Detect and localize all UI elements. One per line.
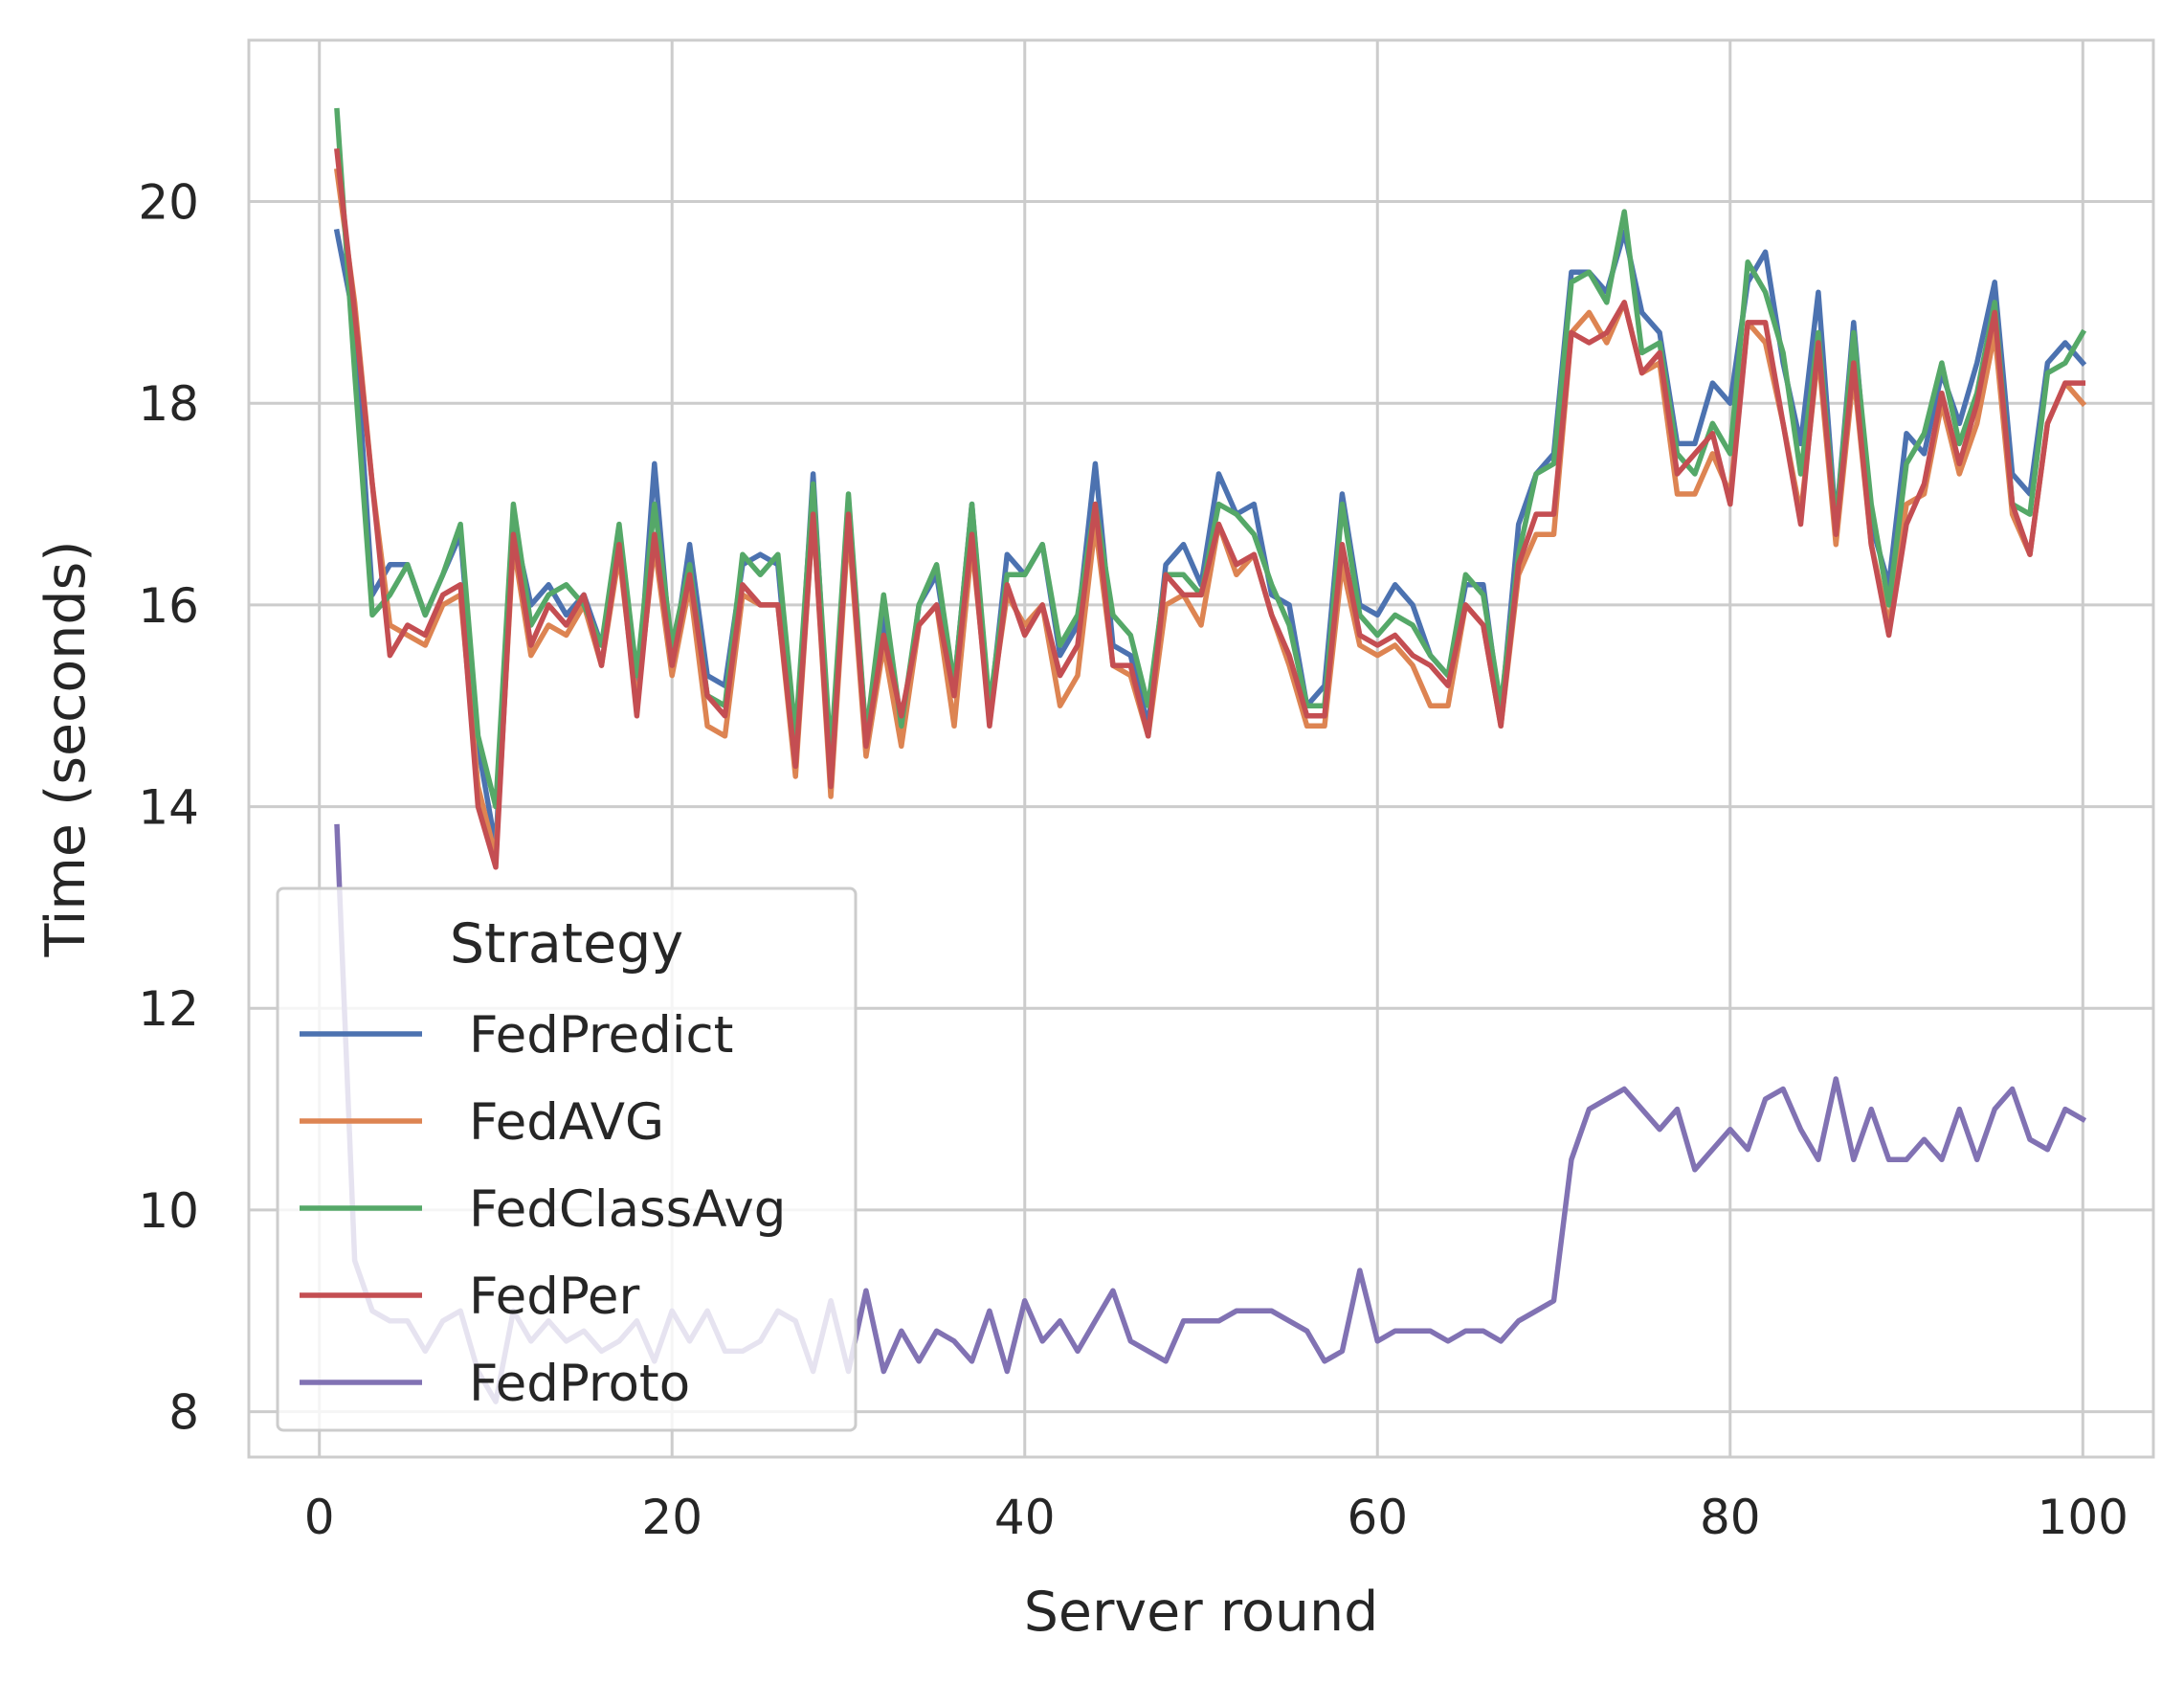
x-tick-label: 0 xyxy=(304,1490,335,1545)
x-tick-label: 60 xyxy=(1347,1490,1408,1545)
legend-label-fedper: FedPer xyxy=(469,1268,640,1326)
y-tick-label: 12 xyxy=(138,981,199,1037)
x-axis-label: Server round xyxy=(1024,1581,1379,1644)
y-tick-label: 8 xyxy=(168,1385,199,1441)
legend-label-fedavg: FedAVG xyxy=(469,1093,664,1152)
legend-label-fedproto: FedProto xyxy=(469,1355,690,1413)
y-tick-label: 16 xyxy=(138,578,199,634)
plot-frame xyxy=(247,38,2155,1459)
legend-entries: FedPredict FedAVG FedClassAvg FedPer FedProt… xyxy=(300,1006,786,1413)
y-tick-label: 14 xyxy=(138,780,199,836)
legend-label-fedpredict: FedPredict xyxy=(469,1006,733,1065)
tick-labels: 0 20 40 60 80 100 8 10 12 14 16 18 20 xyxy=(138,175,2128,1545)
x-tick-label: 80 xyxy=(1700,1490,1761,1545)
legend-title: Strategy xyxy=(450,912,683,976)
x-tick-label: 100 xyxy=(2038,1490,2128,1545)
y-tick-label: 18 xyxy=(138,376,199,432)
legend-label-fedclassavg: FedClassAvg xyxy=(469,1180,786,1239)
x-tick-label: 20 xyxy=(641,1490,702,1545)
series-line-fedper xyxy=(334,147,2086,870)
y-tick-label: 10 xyxy=(138,1183,199,1239)
legend: Strategy FedPredictFedAVGFedClassAvgFedP… xyxy=(276,886,858,1432)
y-tick-label: 20 xyxy=(138,175,199,231)
y-axis-label: Time (seconds) xyxy=(34,540,98,957)
x-tick-label: 40 xyxy=(994,1490,1056,1545)
